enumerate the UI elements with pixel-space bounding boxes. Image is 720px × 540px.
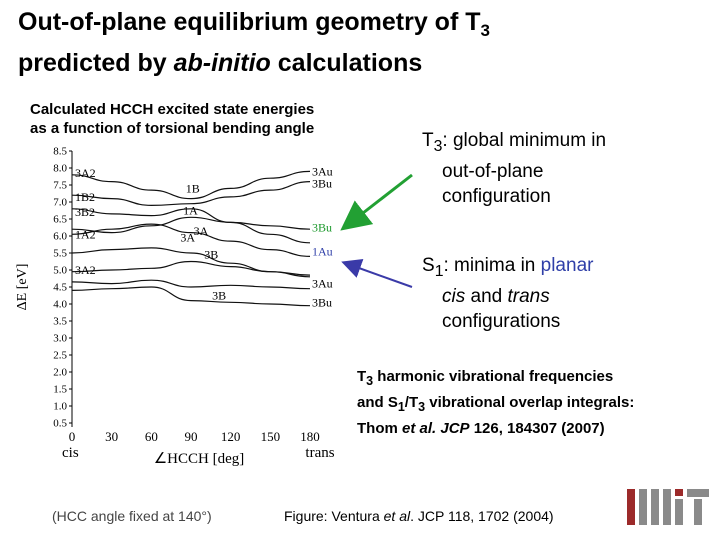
- y-tick-label: 4.0: [53, 299, 67, 311]
- x-tick-label: 90: [185, 429, 198, 444]
- blue-arrow: [341, 258, 413, 288]
- x-axis-label-trans: trans: [305, 445, 334, 461]
- energy-curve: [71, 208, 311, 244]
- state-label-left: 1B2: [75, 190, 95, 204]
- x-axis-label-cis: cis: [62, 445, 79, 461]
- mit-logo: [627, 489, 709, 525]
- x-tick-label: 0: [69, 429, 76, 444]
- y-tick-label: 2.5: [53, 350, 67, 362]
- title-line-1: Out-of-plane equilibrium geometry of T3: [18, 8, 490, 40]
- state-label-right: 3Bu: [312, 295, 332, 309]
- x-tick-label: 180: [300, 429, 320, 444]
- slide-title: Out-of-plane equilibrium geometry of T3 …: [18, 6, 490, 79]
- y-tick-label: 3.0: [53, 333, 67, 345]
- y-tick-label: 7.5: [53, 180, 67, 192]
- hcc-angle-note: (HCC angle fixed at 140°): [52, 508, 212, 524]
- y-tick-label: 7.0: [53, 197, 67, 209]
- s1-note: S1: minima in planar cis and trans confi…: [422, 255, 594, 332]
- x-tick-label: 150: [261, 429, 281, 444]
- y-tick-label: 1.0: [53, 401, 67, 413]
- y-axis-label: ΔE [eV]: [15, 264, 30, 311]
- energy-curve: [71, 181, 311, 207]
- y-tick-label: 2.0: [53, 367, 67, 379]
- energy-curve: [71, 286, 311, 307]
- state-label-right: 3Au: [312, 277, 333, 291]
- title-line-2: predicted by ab-initio calculations: [18, 49, 423, 77]
- state-label-left: 1A2: [75, 227, 96, 241]
- energy-chart: 8.5 8.0 7.5 7.0 6.5 6.0 5.5 5.0 4.5 4.0 3.5 3.0 2.5 2…: [15, 146, 335, 468]
- state-label-inner: 1B: [186, 181, 200, 195]
- y-tick-label: 5.0: [53, 265, 67, 277]
- x-tick-label: 60: [145, 429, 158, 444]
- energy-curve: [71, 279, 311, 290]
- x-axis-label-angle: ∠HCCH [deg]: [154, 451, 245, 467]
- energy-curve: [71, 170, 311, 200]
- state-label-inner: 3B: [212, 289, 226, 303]
- green-arrow: [340, 173, 413, 231]
- state-label-right: 3Bu: [312, 176, 332, 190]
- y-tick-label: 8.5: [53, 146, 67, 158]
- state-label-inner: 3B: [204, 248, 218, 262]
- harmonic-reference: T3 harmonic vibrational frequencies and …: [357, 368, 635, 437]
- y-tick-label: 0.5: [53, 418, 67, 430]
- state-label-inner: 3A: [180, 231, 195, 245]
- arrows-overlay: [340, 173, 413, 288]
- energy-curve: [71, 247, 311, 278]
- state-label-left: 3A2: [75, 166, 96, 180]
- t3-note: T3: global minimum in out-of-plane confi…: [422, 130, 607, 207]
- y-tick-label: 8.0: [53, 163, 67, 175]
- y-tick-label: 4.5: [53, 282, 67, 294]
- energy-curve: [71, 260, 311, 276]
- y-tick-label: 3.5: [53, 316, 67, 328]
- state-label-right: 3Bu: [312, 221, 332, 235]
- chart-caption: Calculated HCCH excited state energies a…: [30, 101, 315, 137]
- y-tick-label: 5.5: [53, 248, 67, 260]
- energy-curve: [71, 216, 311, 234]
- y-tick-label: 6.5: [53, 214, 67, 226]
- state-label-left: 3B2: [75, 205, 95, 219]
- x-tick-label: 30: [105, 429, 118, 444]
- y-tick-label: 1.5: [53, 384, 67, 396]
- y-tick-label: 6.0: [53, 231, 67, 243]
- energy-curve: [71, 223, 311, 257]
- state-label-left: 3A2: [75, 263, 96, 277]
- state-label-inner: 3A: [194, 224, 209, 238]
- x-tick-label: 120: [221, 429, 241, 444]
- state-label-inner: 1A: [183, 204, 198, 218]
- figure-reference: Figure: Ventura et al. JCP 118, 1702 (20…: [284, 508, 554, 524]
- state-label-right: 1Au: [312, 244, 333, 258]
- state-label-right: 3Au: [312, 164, 333, 178]
